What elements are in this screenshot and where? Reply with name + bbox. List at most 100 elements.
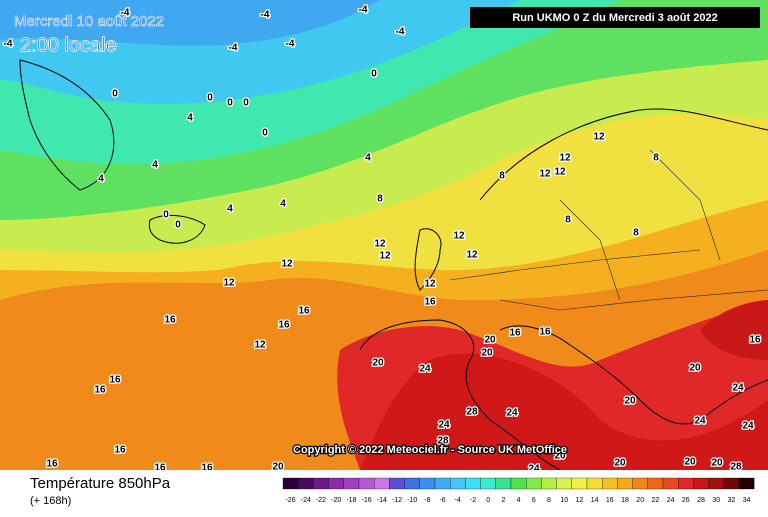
footer-bg	[0, 470, 768, 512]
contour-label: 16	[164, 315, 176, 326]
legend-tick: 10	[560, 497, 568, 504]
contour-label: -4	[359, 5, 368, 16]
run-box	[470, 7, 760, 28]
legend-tick: -12	[392, 497, 402, 504]
legend-swatch	[602, 477, 618, 490]
contour-label: 12	[379, 251, 391, 262]
contour-label: 20	[624, 396, 636, 407]
contour-label: 28	[437, 436, 449, 447]
contour-label: 16	[46, 459, 58, 470]
contour-label: 24	[419, 364, 431, 375]
legend-swatch	[571, 477, 588, 490]
legend-tick: -16	[362, 497, 372, 504]
legend-tick: -6	[439, 497, 445, 504]
legend-swatch	[389, 477, 405, 490]
legend-tick: -4	[455, 497, 461, 504]
legend-tick: 22	[652, 497, 660, 504]
legend-swatch	[313, 477, 329, 490]
legend-tick: 18	[621, 497, 629, 504]
contour-label: 12	[593, 132, 605, 143]
legend-tick: 32	[728, 497, 736, 504]
date-label: Mercredi 10 août 2022	[14, 13, 164, 30]
contour-label: 12	[453, 231, 465, 242]
legend-swatch	[419, 477, 436, 490]
copyright: Copyright © 2022 Meteociel.fr - Source U…	[293, 444, 567, 456]
contour-label: 20	[684, 457, 696, 468]
zone-hot	[360, 353, 768, 470]
legend-tick: -8	[424, 497, 430, 504]
legend-tick: -18	[346, 497, 356, 504]
borders	[449, 149, 768, 311]
legend-swatch	[738, 477, 755, 490]
legend-tick: -22	[316, 497, 326, 504]
contour-label: 0	[207, 93, 213, 104]
contour-label: 20	[481, 348, 493, 359]
contour-label: 4	[365, 153, 371, 164]
legend-swatch	[434, 477, 451, 490]
med-coast	[499, 325, 768, 425]
legend-tick: 28	[697, 497, 705, 504]
contour-label: 4	[227, 204, 233, 215]
legend-swatch	[404, 477, 420, 490]
legend-tick: 4	[517, 497, 521, 504]
contour-label: 24	[438, 420, 450, 431]
contour-label: 12	[424, 279, 436, 290]
contour-label: 16	[298, 306, 310, 317]
contour-label: 16	[114, 445, 126, 456]
legend-swatch	[465, 477, 481, 490]
contour-label: -4	[229, 43, 238, 54]
contour-label: 4	[280, 199, 286, 210]
legend-tick: 30	[712, 497, 720, 504]
footer-title: Température 850hPa	[30, 475, 171, 492]
britain-coast	[414, 228, 442, 291]
contour-label: 8	[653, 153, 659, 164]
contour-label: 0	[371, 69, 377, 80]
legend-swatch	[495, 477, 512, 490]
contour-label: -4	[286, 39, 295, 50]
contour-label: 16	[749, 335, 761, 346]
contour-label: 0	[163, 210, 169, 221]
contour-label: 20	[689, 363, 701, 374]
legend-swatch	[450, 477, 466, 490]
legend-tick: 24	[667, 497, 675, 504]
zone-blue	[0, 0, 380, 46]
contour-label: 16	[109, 375, 121, 386]
contour-label: 16	[278, 320, 290, 331]
contour-label: -4	[396, 27, 405, 38]
contour-label: 20	[372, 358, 384, 369]
legend-swatch	[510, 477, 527, 490]
legend-tick: -10	[407, 497, 417, 504]
legend-swatch	[541, 477, 557, 490]
contour-label: 4	[98, 174, 104, 185]
legend-swatch	[526, 477, 542, 490]
contour-label: 20	[484, 335, 496, 346]
run-label: Run UKMO 0 Z du Mercredi 3 août 2022	[512, 12, 717, 24]
legend-swatch	[662, 477, 679, 490]
contour-label: 20	[554, 451, 566, 462]
contour-label: 16	[509, 328, 521, 339]
legend-swatch	[678, 477, 694, 490]
contour-label: 12	[281, 259, 293, 270]
contour-label: 12	[554, 167, 566, 178]
scandinavia-coast	[479, 108, 768, 201]
contour-label: 12	[559, 153, 571, 164]
legend-tick: -26	[286, 497, 296, 504]
legend-swatch	[723, 477, 740, 490]
contour-label: 8	[633, 228, 639, 239]
greenland-coast	[19, 59, 115, 191]
legend-tick: 0	[486, 497, 490, 504]
legend-swatch	[647, 477, 664, 490]
contour-label: 8	[565, 215, 571, 226]
zone-hot-east	[700, 300, 768, 360]
legend-swatch	[282, 477, 299, 490]
legend-swatch	[374, 477, 390, 490]
legend-swatch	[328, 477, 344, 490]
legend-swatch	[708, 477, 724, 490]
contour-label: 24	[506, 408, 518, 419]
contour-label: 4	[187, 113, 193, 124]
iberia-coast	[359, 319, 561, 471]
legend-swatch	[480, 477, 496, 490]
contour-label: 24	[732, 383, 744, 394]
legend-swatch	[298, 477, 314, 490]
contour-label: -4	[4, 39, 13, 50]
